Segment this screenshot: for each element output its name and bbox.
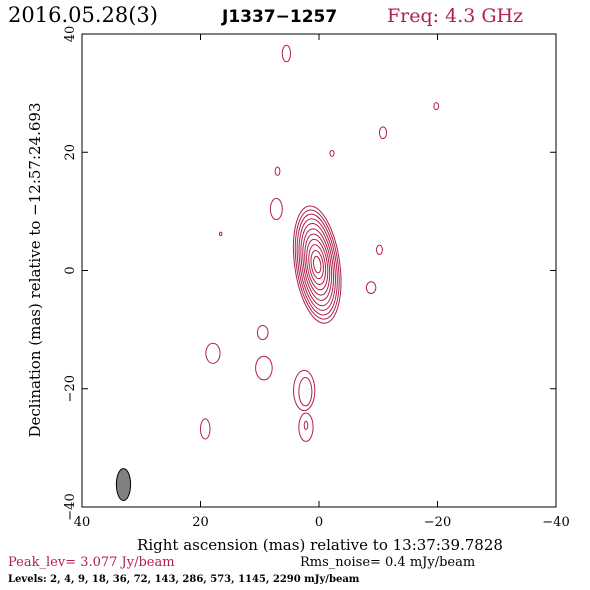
contour-blob xyxy=(205,342,221,364)
core-contour xyxy=(304,233,331,296)
core-contour xyxy=(292,205,342,324)
frequency-label: Freq: 4.3 GHz xyxy=(387,5,523,27)
core-contour xyxy=(296,213,338,316)
x-tick-label: 20 xyxy=(192,515,209,530)
x-tick-label: 0 xyxy=(315,515,323,530)
contour-blob xyxy=(298,412,314,442)
core-contour xyxy=(294,209,340,320)
contour-blob xyxy=(281,44,292,63)
y-axis-label: Declination (mas) relative to −12:57:24.… xyxy=(26,102,44,437)
contour-levels: Levels: 2, 4, 9, 18, 36, 72, 143, 286, 5… xyxy=(8,574,360,585)
axis-tick-labels: 40 20 0 −20 −40 −40 −20 0 20 40 xyxy=(63,26,570,530)
x-axis-label: Right ascension (mas) relative to 13:37:… xyxy=(137,536,503,554)
contour-blob xyxy=(329,149,335,157)
contour-blob xyxy=(298,377,313,407)
y-tick-label: 0 xyxy=(63,266,78,274)
contour-blob xyxy=(255,355,273,381)
contour-blob xyxy=(293,369,316,412)
contour-blob xyxy=(375,244,383,256)
axis-ticks xyxy=(81,33,557,508)
source-name: J1337−1257 xyxy=(221,7,337,27)
core-contour xyxy=(308,244,327,286)
peak-level: Peak_lev= 3.077 Jy/beam xyxy=(8,555,175,570)
contour-blob xyxy=(303,420,309,431)
contour-blob xyxy=(433,102,440,111)
core-contour xyxy=(300,223,335,307)
core-contour xyxy=(306,238,329,291)
y-tick-label: −20 xyxy=(63,375,78,402)
contour-blob xyxy=(274,166,281,176)
x-tick-label: 40 xyxy=(74,515,91,530)
beam-ellipse xyxy=(115,468,132,501)
y-tick-label: −40 xyxy=(63,493,78,520)
rms-noise: Rms_noise= 0.4 mJy/beam xyxy=(300,555,475,570)
core-contour xyxy=(302,228,333,301)
plot-frame xyxy=(81,33,557,508)
core-contour xyxy=(310,250,324,280)
core-contour xyxy=(298,218,336,311)
contour-blob xyxy=(365,281,377,295)
y-tick-label: 20 xyxy=(63,144,78,161)
x-tick-label: −40 xyxy=(542,515,569,530)
y-tick-label: 40 xyxy=(63,26,78,43)
contour-blob xyxy=(378,126,388,140)
x-tick-label: −20 xyxy=(424,515,451,530)
contour-blob xyxy=(269,197,283,221)
contour-blob xyxy=(256,324,269,341)
contour-blob xyxy=(218,231,223,237)
core-contour xyxy=(313,255,322,274)
observation-date: 2016.05.28(3) xyxy=(8,3,158,27)
beam-ellipse-layer xyxy=(115,468,132,501)
contour-blob xyxy=(200,418,211,440)
contour-lines xyxy=(200,44,440,442)
